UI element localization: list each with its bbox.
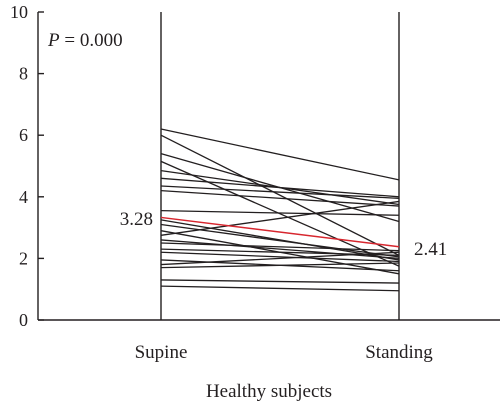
- subject-line: [160, 200, 400, 236]
- subject-line: [160, 134, 400, 256]
- subject-line: [160, 185, 400, 199]
- mean-line-group: [160, 216, 400, 248]
- subject-line: [160, 262, 400, 269]
- subject-line: [160, 239, 400, 260]
- subject-line: [160, 189, 400, 207]
- y-tick-label: 8: [19, 64, 28, 84]
- category-label-standing: Standing: [365, 342, 433, 363]
- subject-line: [160, 160, 400, 267]
- y-tick-label: 2: [19, 248, 28, 268]
- mean-label-supine: 3.28: [120, 209, 153, 230]
- p-value-annotation: P = 0.000: [47, 30, 123, 51]
- category-lines: [160, 12, 400, 320]
- subject-line: [160, 128, 400, 181]
- axes: [37, 12, 500, 321]
- p-symbol: P: [47, 30, 60, 51]
- subject-line: [160, 279, 400, 284]
- subject-lines: [160, 128, 400, 292]
- subject-line: [160, 210, 400, 216]
- subject-line: [160, 251, 400, 266]
- subject-line: [160, 242, 400, 252]
- mean-label-standing: 2.41: [414, 239, 447, 260]
- x-axis-label: Healthy subjects: [206, 381, 332, 402]
- subject-line: [160, 219, 400, 261]
- p-value-text: = 0.000: [60, 30, 123, 51]
- subject-line: [160, 251, 400, 263]
- subject-line: [160, 177, 400, 198]
- y-tick-label: 4: [19, 187, 28, 207]
- y-tick-label: 10: [10, 2, 28, 22]
- category-label-supine: Supine: [135, 342, 188, 363]
- y-tick-label: 6: [19, 125, 28, 145]
- mean-line: [160, 216, 400, 248]
- y-ticks: 0 2 4 6 8 10: [10, 2, 44, 330]
- y-tick-label: 0: [19, 310, 28, 330]
- subject-line: [160, 285, 400, 292]
